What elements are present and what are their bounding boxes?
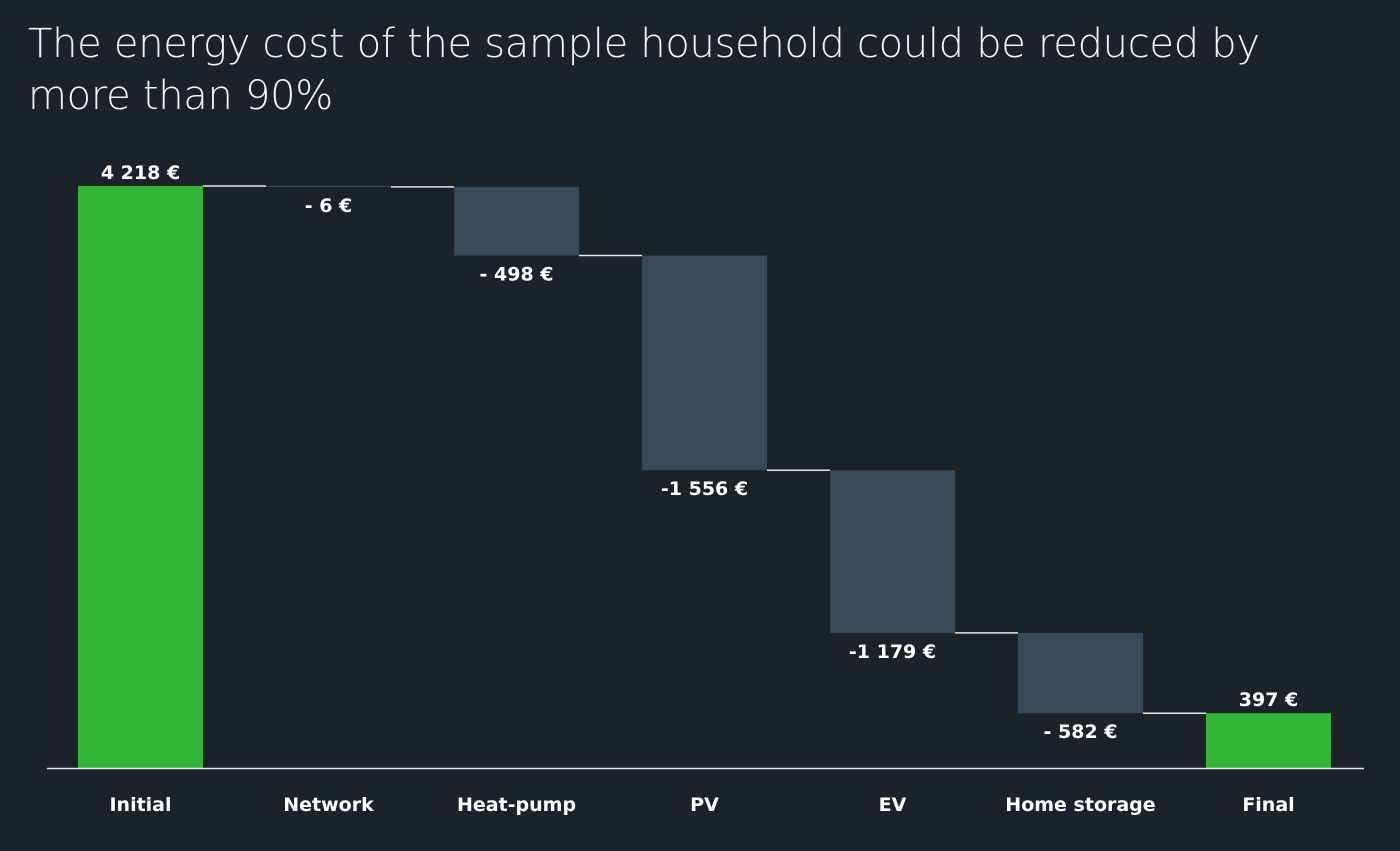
bar-ev: [830, 470, 955, 633]
bar-initial: [78, 186, 203, 768]
bar-network: [266, 186, 391, 187]
bar-heat-pump: [454, 186, 579, 256]
tick-label-initial: Initial: [109, 794, 171, 816]
tick-label-pv: PV: [690, 794, 719, 816]
chart-title: The energy cost of the sample household …: [28, 21, 1260, 119]
tick-label-ev: EV: [879, 794, 907, 816]
data-label-ev: -1 179 €: [849, 641, 936, 663]
data-label-initial: 4 218 €: [101, 162, 180, 184]
data-label-network: - 6 €: [305, 195, 353, 217]
data-label-pv: -1 556 €: [661, 478, 748, 500]
bar-final: [1206, 713, 1331, 768]
data-label-home-storage: - 582 €: [1044, 721, 1118, 743]
tick-label-heat-pump: Heat-pump: [457, 794, 576, 816]
tick-label-home-storage: Home storage: [1005, 794, 1155, 816]
tick-label-final: Final: [1242, 794, 1294, 816]
tick-label-network: Network: [283, 794, 374, 816]
data-label-final: 397 €: [1239, 689, 1299, 711]
bar-pv: [642, 255, 767, 471]
data-label-heat-pump: - 498 €: [480, 264, 554, 286]
bar-home-storage: [1018, 632, 1143, 714]
